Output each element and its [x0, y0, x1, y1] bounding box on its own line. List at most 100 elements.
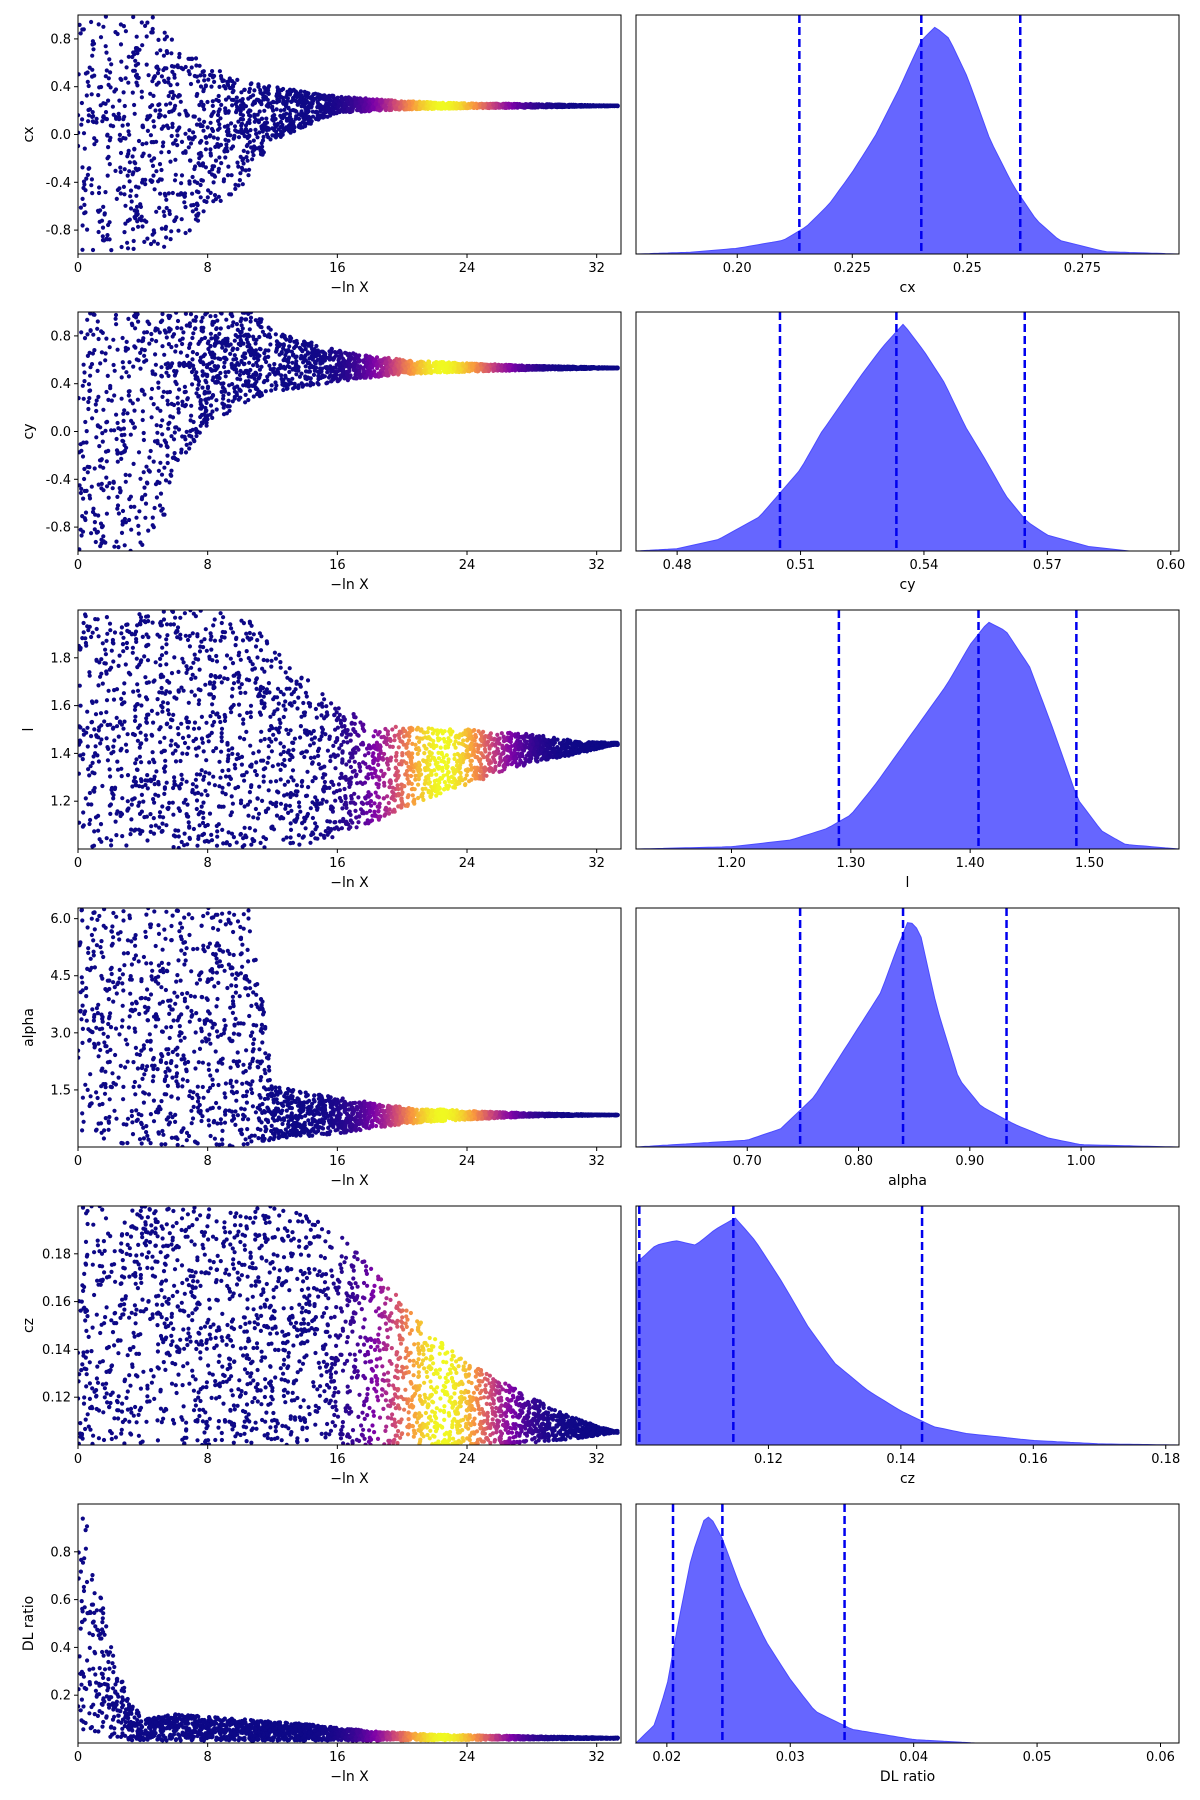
trace-point: [407, 101, 412, 106]
trace-point: [152, 230, 157, 235]
trace-point: [314, 116, 319, 122]
trace-point: [93, 402, 98, 407]
trace-point: [346, 107, 351, 112]
trace-point: [137, 216, 142, 221]
trace-point: [326, 366, 331, 371]
trace-point: [231, 88, 236, 93]
trace-point: [92, 527, 97, 532]
trace-point: [156, 380, 161, 385]
trace-point: [166, 93, 171, 99]
trace-point: [218, 198, 223, 203]
trace-point: [587, 104, 593, 109]
trace-point: [236, 183, 241, 188]
trace-point: [314, 343, 319, 349]
trace-point: [113, 316, 118, 321]
trace-point: [280, 125, 285, 131]
trace-point: [285, 126, 290, 131]
trace-point: [356, 373, 361, 378]
trace-point: [545, 105, 550, 110]
trace-point: [280, 122, 285, 127]
trace-point: [202, 198, 207, 204]
trace-xlabel: −ln X: [330, 280, 369, 296]
trace-point: [199, 319, 204, 324]
trace-point: [136, 319, 141, 324]
trace-point: [365, 361, 370, 366]
trace-point: [175, 63, 180, 68]
trace-point: [175, 143, 180, 148]
trace-point: [136, 523, 141, 529]
trace-point: [281, 387, 286, 393]
trace-point: [126, 129, 131, 134]
trace-point: [309, 365, 315, 370]
trace-point: [118, 150, 124, 156]
trace-point: [266, 135, 271, 140]
trace-point: [437, 105, 442, 110]
trace-point: [246, 134, 251, 139]
trace-point: [97, 185, 102, 190]
trace-point: [318, 93, 323, 98]
trace-point: [263, 389, 268, 394]
trace-point: [197, 339, 202, 344]
trace-point: [370, 98, 375, 103]
trace-point: [233, 333, 238, 338]
trace-point: [354, 100, 359, 106]
trace-point: [200, 369, 205, 374]
trace-point: [232, 338, 237, 343]
trace-point: [128, 494, 133, 499]
trace-point: [83, 419, 88, 425]
trace-point: [287, 111, 292, 117]
trace-point: [292, 384, 298, 390]
trace-point: [414, 100, 419, 106]
trace-point: [194, 391, 199, 396]
trace-point: [199, 99, 204, 104]
trace-point: [289, 125, 294, 130]
trace-point: [115, 420, 120, 426]
trace-point: [150, 163, 156, 168]
trace-point: [213, 158, 219, 163]
trace-point: [208, 190, 213, 195]
trace-point: [99, 350, 104, 355]
trace-point: [83, 510, 89, 515]
trace-point: [332, 356, 337, 361]
trace-point: [220, 345, 225, 350]
trace-point: [299, 113, 304, 118]
trace-point: [210, 99, 215, 104]
trace-point: [210, 103, 215, 108]
trace-point: [159, 74, 164, 79]
trace-point: [337, 363, 342, 368]
trace-point: [106, 76, 111, 81]
trace-point: [244, 381, 249, 386]
trace-point: [126, 374, 131, 379]
trace-point: [213, 338, 219, 343]
trace-point: [174, 381, 179, 387]
trace-point: [356, 364, 361, 369]
trace-point: [198, 84, 204, 89]
trace-point: [166, 373, 171, 378]
trace-point: [216, 93, 221, 99]
trace-point: [122, 432, 127, 437]
trace-point: [198, 182, 203, 188]
trace-point: [91, 41, 97, 46]
trace-point: [245, 158, 250, 163]
trace-point: [272, 362, 277, 367]
trace-point: [117, 132, 122, 137]
trace-point: [81, 185, 86, 191]
trace-point: [91, 506, 96, 511]
trace-point: [122, 192, 127, 197]
trace-point: [223, 108, 228, 114]
trace-point: [173, 138, 178, 143]
trace-point: [362, 369, 367, 374]
trace-point: [240, 354, 245, 359]
trace-point: [122, 230, 127, 235]
trace-point: [96, 513, 101, 518]
trace-point: [193, 217, 198, 222]
trace-point: [92, 520, 97, 525]
trace-point: [177, 51, 182, 57]
trace-point: [221, 396, 226, 401]
trace-point: [177, 387, 182, 392]
trace-point: [196, 190, 201, 195]
trace-point: [370, 104, 375, 109]
trace-point: [303, 124, 308, 129]
trace-point: [195, 386, 200, 392]
trace-point: [201, 128, 206, 133]
